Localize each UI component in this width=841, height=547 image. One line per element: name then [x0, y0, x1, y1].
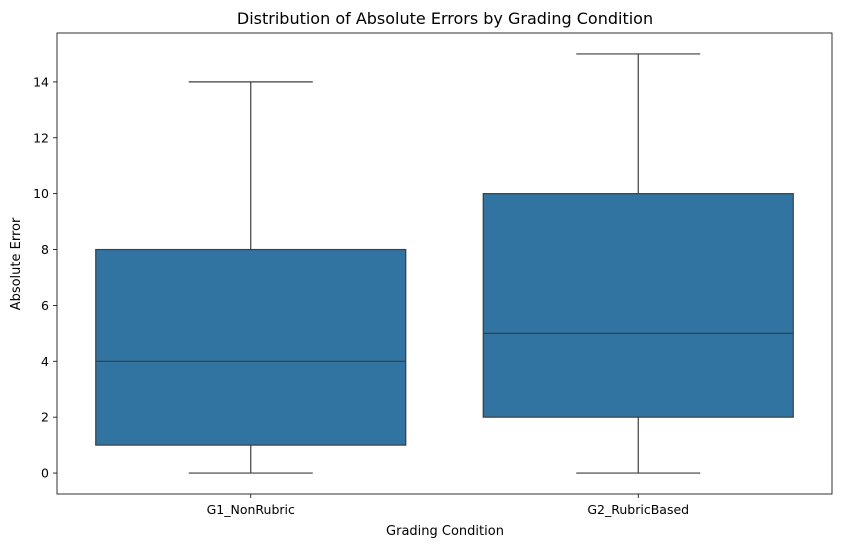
y-tick-label: 2: [41, 410, 49, 425]
y-tick-label: 10: [33, 186, 49, 201]
y-tick-label: 6: [41, 298, 49, 313]
y-tick-label: 12: [33, 130, 49, 145]
x-axis-label: Grading Condition: [386, 524, 504, 539]
box-group-G2_RubricBased: [482, 53, 794, 474]
y-axis-ticks: 0 2 4 6 8 10 12 14: [33, 74, 57, 481]
y-tick-label: 8: [41, 242, 49, 257]
box-iqr: [482, 193, 794, 418]
x-tick-label: G1_NonRubric: [207, 502, 295, 517]
x-tick-label: G2_RubricBased: [587, 502, 689, 517]
chart-title: Distribution of Absolute Errors by Gradi…: [237, 9, 653, 28]
x-axis-ticks: G1_NonRubric G2_RubricBased: [207, 494, 689, 517]
box-group-G1_NonRubric: [95, 81, 407, 474]
y-axis-label: Absolute Error: [9, 217, 24, 310]
plot-frame: [56, 32, 833, 495]
y-tick-label: 14: [33, 74, 49, 89]
boxes-layer: [95, 53, 794, 474]
y-tick-label: 0: [41, 466, 49, 481]
y-tick-label: 4: [41, 354, 49, 369]
box-iqr: [95, 248, 407, 446]
